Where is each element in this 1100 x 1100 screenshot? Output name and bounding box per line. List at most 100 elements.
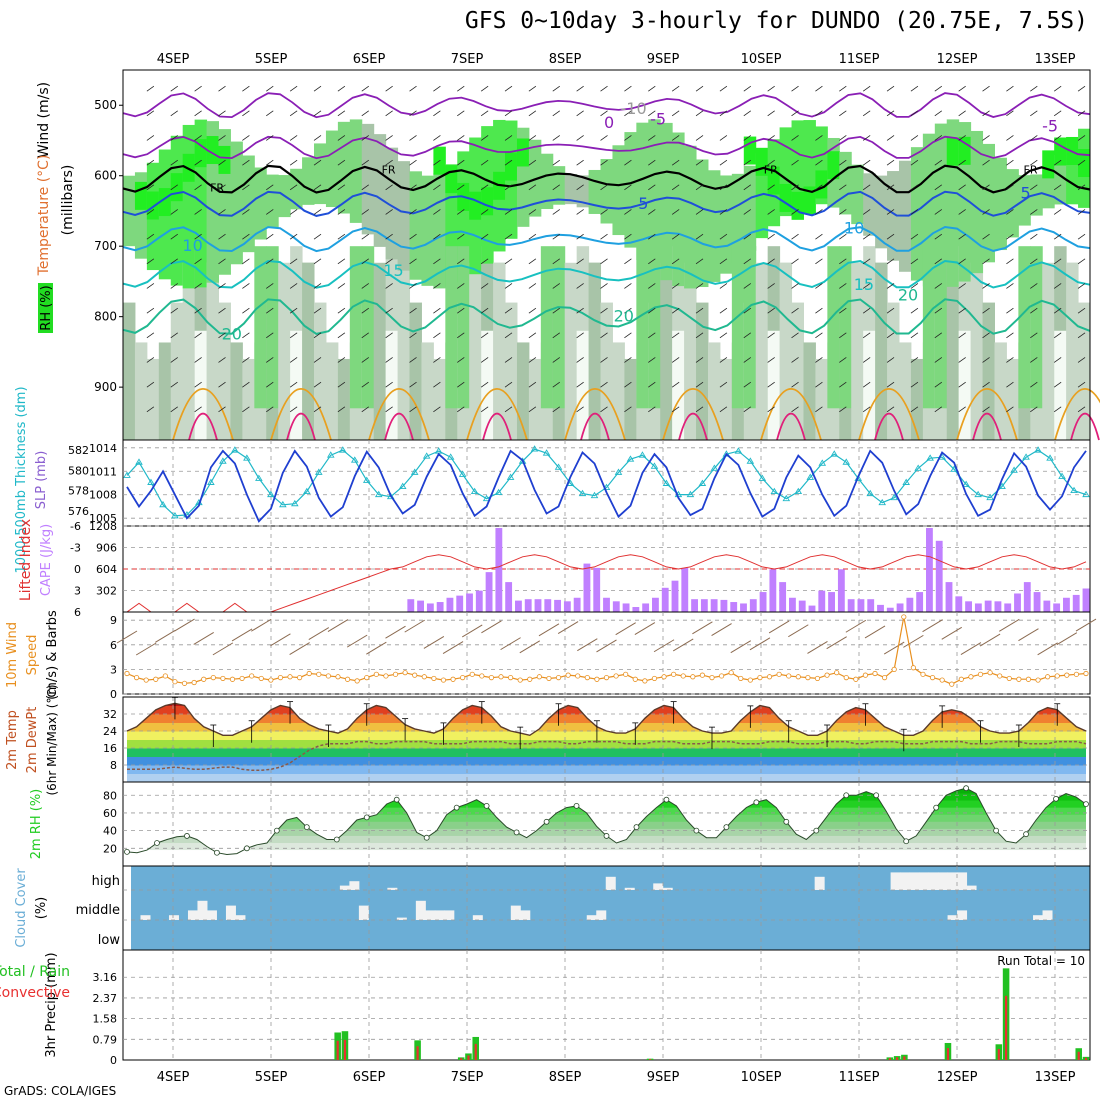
rh-cell: [839, 151, 852, 215]
wind-barb: [839, 110, 847, 117]
wind-barb: [576, 258, 584, 265]
cape-ylabel-li: Lifted Index: [18, 519, 34, 601]
rh-cell: [719, 358, 733, 440]
wind-barb: [671, 110, 680, 117]
wind-barb: [767, 110, 775, 117]
wind-barb: [600, 307, 608, 314]
wind-speed-point: [412, 672, 418, 678]
wind-barb: [457, 258, 465, 265]
thickness-point: [566, 479, 575, 486]
wind-barb: [504, 332, 513, 339]
y-tick-label: 700: [94, 239, 117, 253]
wind-barb: [361, 307, 369, 314]
wind-barb: [289, 332, 298, 339]
thickness-point: [1070, 486, 1078, 494]
cape-bar: [1033, 592, 1041, 612]
wind-barb: [862, 85, 871, 92]
bottom-day-label: 7SEP: [451, 1070, 484, 1085]
rh-cell: [158, 188, 172, 217]
rh-point: [543, 818, 550, 825]
wind-barb: [313, 258, 322, 265]
wind-speed-point: [776, 671, 782, 677]
wind-barb: [839, 233, 847, 240]
temp-contour-10: [122, 225, 1091, 253]
wind-barb: [361, 233, 369, 240]
wind-speed-point: [843, 674, 849, 681]
wind-barb: [1053, 357, 1062, 363]
wind-barb: [910, 381, 919, 388]
wind-barb: [815, 85, 823, 92]
rh-point: [214, 849, 220, 856]
cloud-cell: [947, 915, 958, 920]
wind-barb: [409, 406, 417, 413]
wind-barb: [552, 110, 561, 117]
wind-barb: [743, 332, 752, 339]
run-total-label: Run Total = 10: [997, 954, 1085, 968]
rh-cell: [791, 302, 804, 440]
wind-barb: [361, 357, 369, 363]
cape-bar: [1072, 594, 1080, 612]
wind-barb: [457, 283, 465, 289]
wind-barb: [624, 307, 632, 314]
rh-point: [393, 796, 400, 803]
precip-tick-label: 1.58: [93, 1013, 118, 1026]
wind-speed-point: [977, 671, 984, 677]
wind-barb: [862, 209, 871, 215]
wind-barb: [480, 135, 489, 141]
temp-band: [127, 722, 1086, 732]
cape-bar: [652, 597, 659, 612]
wind-barb: [361, 406, 369, 413]
wind-barb: [170, 307, 178, 314]
wind-speed-point: [1016, 676, 1022, 682]
wind-barb: [695, 85, 704, 92]
wind-barb: [385, 357, 393, 363]
cape-bar: [965, 601, 972, 612]
thickness-point: [315, 468, 323, 475]
wind-barb: [146, 233, 155, 240]
rh-cell: [170, 173, 184, 202]
wind-barb: [385, 135, 393, 141]
wind-barb: [361, 135, 369, 141]
wind-speed-point: [440, 677, 447, 683]
temp-contour-30: [286, 412, 316, 441]
wind-speed-point: [498, 674, 504, 680]
wind-barb: [576, 332, 584, 339]
rh-cell: [922, 246, 936, 409]
wind-barb: [886, 85, 895, 92]
wind-barb: [457, 307, 465, 314]
wind-barb: [218, 85, 226, 92]
wind-barb: [934, 184, 943, 191]
wind-barb: [1056, 632, 1078, 646]
wind-barb: [409, 184, 417, 191]
wind-barb: [791, 135, 799, 141]
top-day-label: 9SEP: [647, 52, 680, 67]
thickness-point: [398, 482, 407, 489]
wind-barb: [313, 233, 322, 240]
rh-tick-label: 40: [103, 825, 117, 838]
rh-cell: [361, 246, 375, 409]
wind-barb: [480, 110, 489, 117]
wind-barb: [385, 625, 406, 639]
temp-contour-30: [874, 412, 904, 441]
wind-barb: [1006, 184, 1014, 191]
wind-barb: [242, 85, 250, 92]
wind-speed-point: [651, 675, 658, 682]
contour-label: FR: [382, 164, 396, 177]
wind-speed-point: [814, 675, 821, 682]
rh-cell: [469, 191, 482, 220]
wind-speed-point: [901, 614, 907, 620]
temp-band: [127, 731, 1086, 740]
rh-cell: [612, 342, 625, 440]
wind-barb: [982, 233, 990, 240]
wind-barb: [600, 258, 608, 265]
wind-speed-point: [786, 673, 792, 679]
wind-barb: [308, 627, 330, 640]
cape-bar: [407, 599, 415, 612]
thickness-point: [794, 487, 803, 495]
wind-barb: [457, 332, 465, 339]
wind-barb: [576, 406, 584, 413]
rh-point: [633, 824, 640, 830]
wind-barb: [170, 85, 178, 92]
wind-barb: [528, 307, 537, 314]
